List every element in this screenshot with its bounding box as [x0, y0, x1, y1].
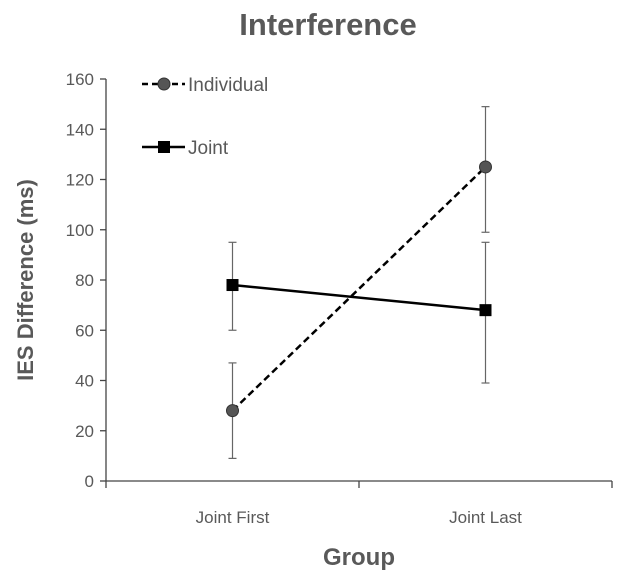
x-tick-label: Joint Last: [449, 508, 522, 527]
individual-point: [226, 404, 239, 418]
y-tick-label: 80: [75, 271, 94, 290]
y-tick-label: 20: [75, 422, 94, 441]
legend-individual-marker: [157, 77, 171, 91]
x-axis-label: Group: [323, 544, 395, 571]
y-tick-label: 40: [75, 372, 94, 391]
y-tick-label: 0: [85, 472, 94, 491]
y-tick-label: 120: [66, 171, 94, 190]
legend-joint-marker: [158, 141, 170, 153]
chart-title: Interference: [239, 7, 416, 42]
y-tick-label: 100: [66, 221, 94, 240]
individual-line: [231, 166, 487, 412]
legend-individual-label: Individual: [188, 75, 268, 96]
y-tick-label: 140: [66, 120, 94, 139]
joint-point: [226, 279, 239, 292]
joint-line: [232, 283, 486, 312]
legend-joint-label: Joint: [188, 138, 229, 159]
joint-point: [479, 304, 492, 317]
individual-point: [479, 160, 492, 174]
y-tick-label: 160: [66, 70, 94, 89]
y-tick-label: 60: [75, 321, 94, 340]
x-tick-label: Joint First: [196, 508, 270, 527]
y-axis-label: IES Difference (ms): [13, 179, 38, 381]
